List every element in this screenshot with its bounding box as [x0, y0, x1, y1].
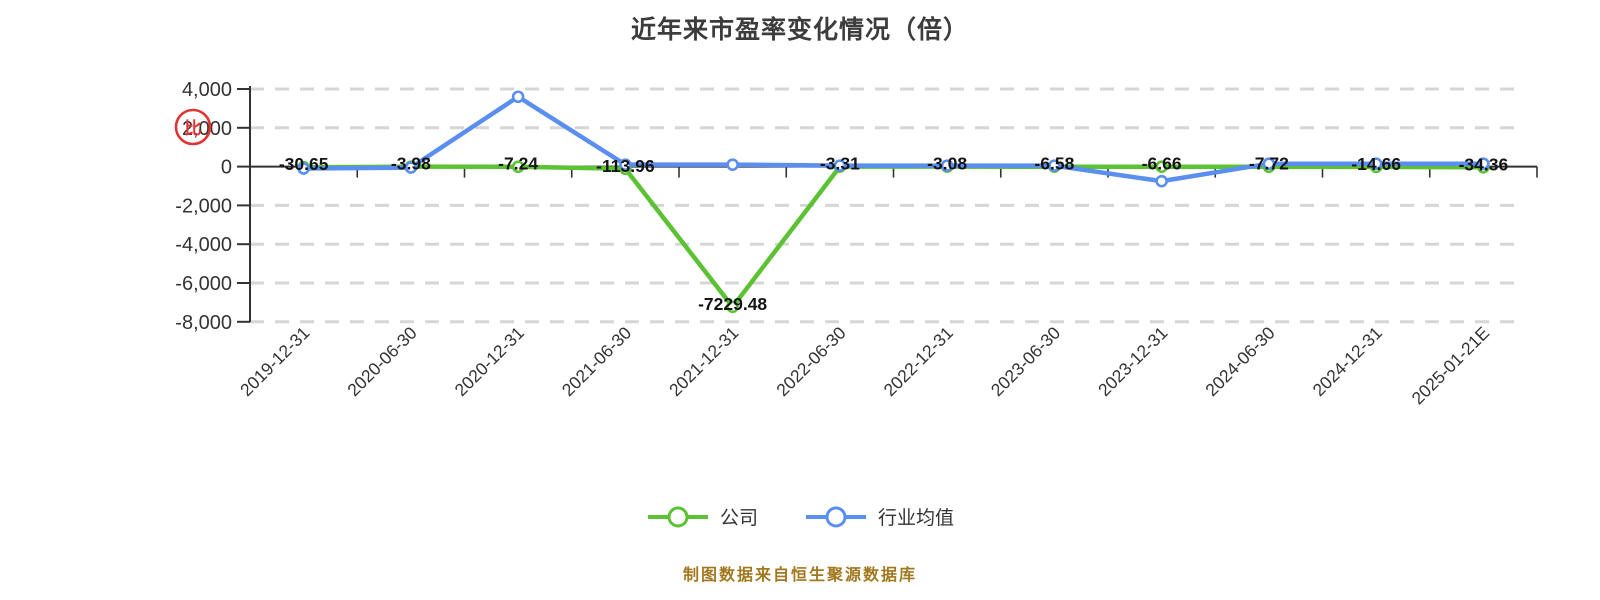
data-label: -3.31: [820, 154, 860, 174]
red-seal-watermark-icon[interactable]: [174, 108, 212, 146]
x-axis-label: 2019-12-31: [236, 323, 313, 400]
industry-data-point[interactable]: [1369, 157, 1383, 170]
company-data-point[interactable]: [1155, 160, 1168, 174]
industry-data-point[interactable]: [1477, 157, 1490, 170]
x-axis-label: 2021-12-31: [665, 323, 742, 400]
data-label: -7.72: [1249, 154, 1289, 174]
y-axis-label: 4,000: [182, 79, 232, 101]
industry-data-point[interactable]: [833, 159, 847, 172]
y-axis-label: -2,000: [175, 195, 232, 217]
industry-data-point[interactable]: [297, 162, 310, 175]
company-series-line: [301, 164, 1486, 310]
industry-data-point[interactable]: [404, 161, 418, 174]
x-axis-label: 2023-12-31: [1094, 323, 1171, 400]
y-axis-label: -6,000: [175, 273, 232, 295]
legend-label: 公司: [719, 508, 758, 529]
industry-data-point[interactable]: [511, 90, 525, 104]
chart-title: 近年来市盈率变化情况（倍）: [630, 16, 969, 44]
data-label: -7.24: [498, 154, 538, 174]
legend-item-company[interactable]: 公司: [646, 503, 758, 530]
data-label: -3.98: [391, 154, 431, 174]
data-label: -6.66: [1142, 154, 1182, 174]
industry-data-point[interactable]: [1155, 174, 1168, 188]
industry-series-line: [301, 94, 1486, 184]
industry-data-point[interactable]: [940, 159, 954, 172]
y-axis-label: 2,000: [182, 118, 232, 140]
legend-marker-icon: [647, 506, 708, 527]
company-data-point[interactable]: [511, 160, 525, 174]
y-axis-label: 0: [221, 157, 232, 179]
industry-data-point[interactable]: [1262, 157, 1276, 170]
legend: 公司 行业均值: [0, 503, 1600, 530]
industry-data-point[interactable]: [619, 158, 632, 171]
y-axis-label: -8,000: [175, 312, 232, 334]
data-label: -30.65: [279, 154, 329, 174]
industry-data-point[interactable]: [726, 158, 739, 171]
data-label: -6.58: [1034, 154, 1074, 174]
x-axis-label: 2024-06-30: [1201, 323, 1279, 401]
x-axis-label: 2024-12-31: [1309, 323, 1386, 400]
x-axis-label: 2022-12-31: [880, 323, 957, 400]
x-axis-label: 2020-12-31: [451, 323, 528, 400]
legend-label: 行业均值: [878, 508, 955, 529]
industry-data-point[interactable]: [1048, 159, 1061, 172]
x-axis-label: 2022-06-30: [772, 323, 850, 401]
data-label: -113.96: [596, 156, 655, 176]
legend-item-industry[interactable]: 行业均值: [804, 503, 954, 530]
company-data-point[interactable]: [726, 300, 739, 314]
data-label: -7229.48: [698, 294, 767, 314]
data-label: -34.36: [1459, 154, 1509, 174]
x-axis-label: 2025-01-21E: [1407, 323, 1493, 409]
data-source-footer: 制图数据来自恒生聚源数据库: [682, 567, 917, 584]
data-label: -14.66: [1351, 154, 1401, 174]
y-axis-label: -4,000: [175, 234, 232, 256]
x-axis-label: 2021-06-30: [558, 323, 636, 401]
x-axis-label: 2020-06-30: [343, 323, 421, 401]
x-axis-label: 2023-06-30: [987, 323, 1065, 401]
data-label: -3.08: [927, 154, 967, 174]
red-seal-watermark-glyph: 比: [185, 118, 202, 138]
legend-marker-icon: [806, 506, 866, 527]
